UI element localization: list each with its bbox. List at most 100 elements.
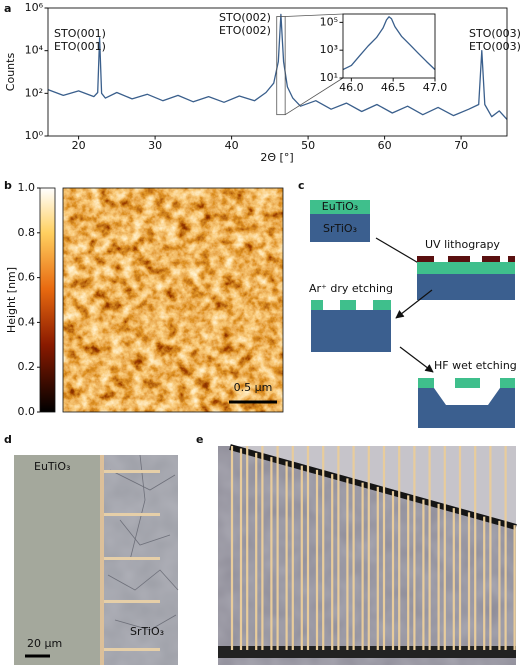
y-tick-label: 10² bbox=[25, 86, 43, 99]
electrode-finger bbox=[261, 446, 273, 650]
x-tick-label: 60 bbox=[378, 139, 392, 152]
zoom-box bbox=[276, 16, 286, 116]
zoom-connector bbox=[284, 77, 344, 116]
colorbar-tick-label: 0.2 bbox=[18, 360, 36, 373]
electrode-finger bbox=[428, 446, 440, 650]
scale-bar-label: 0.5 µm bbox=[234, 381, 273, 394]
photoresist bbox=[508, 256, 515, 262]
electrode-finger bbox=[458, 446, 471, 650]
panel-label: c bbox=[298, 179, 305, 192]
eto-pad bbox=[500, 378, 515, 388]
crystal-boundary bbox=[109, 469, 176, 491]
electrode-finger bbox=[104, 600, 160, 603]
electrode-finger bbox=[276, 446, 288, 650]
y-tick-label: 10¹ bbox=[320, 71, 338, 84]
process-arrow bbox=[399, 346, 434, 373]
x-tick-label: 30 bbox=[148, 139, 162, 152]
peak-annotation: ETO(001) bbox=[54, 40, 106, 53]
electrode-finger bbox=[322, 446, 334, 650]
electrode-bar bbox=[100, 455, 104, 665]
electrode-finger bbox=[352, 446, 364, 650]
crystal-boundary bbox=[114, 614, 177, 631]
photoresist bbox=[417, 256, 434, 262]
x-tick-label: 46.0 bbox=[339, 81, 364, 94]
electrode-finger bbox=[104, 470, 160, 473]
y-tick-label: 10⁰ bbox=[25, 129, 44, 142]
electrode-finger bbox=[413, 446, 425, 650]
colorbar-tick-label: 0.4 bbox=[18, 315, 36, 328]
data-line bbox=[342, 16, 436, 71]
photoresist bbox=[482, 256, 500, 262]
photoresist bbox=[448, 256, 470, 262]
etched-substrate bbox=[418, 388, 515, 428]
electrode-finger bbox=[291, 446, 303, 650]
electrode-finger bbox=[367, 446, 379, 650]
film-region bbox=[14, 455, 104, 665]
y-tick-label: 10⁵ bbox=[320, 15, 338, 28]
film-label: EuTiO₃ bbox=[34, 460, 70, 473]
plot-frame bbox=[47, 7, 508, 137]
colorbar bbox=[39, 187, 56, 413]
afm-frame bbox=[62, 187, 284, 413]
x-tick-label: 50 bbox=[301, 139, 315, 152]
data-line bbox=[47, 13, 508, 120]
colorbar-tick-label: 0.0 bbox=[18, 405, 36, 418]
electrode-finger bbox=[382, 446, 395, 650]
electrode-finger bbox=[306, 446, 319, 650]
afm-image bbox=[63, 188, 283, 412]
x-axis-label: 2Θ [°] bbox=[260, 151, 293, 164]
electrode-finger bbox=[104, 513, 160, 516]
peak-annotation: ETO(002) bbox=[219, 24, 271, 37]
electrode-finger bbox=[474, 446, 486, 650]
electrode-finger bbox=[398, 446, 410, 650]
eto-pad bbox=[373, 300, 391, 310]
peak-annotation: ETO(003) bbox=[469, 40, 520, 53]
plot-frame bbox=[342, 13, 436, 79]
layer-sto bbox=[310, 214, 370, 242]
layer-sto bbox=[417, 274, 515, 300]
peak-annotation: STO(003) bbox=[469, 27, 520, 40]
step-label: UV lithograpy bbox=[425, 238, 500, 251]
layer-label: SrTiO₃ bbox=[323, 222, 357, 235]
panel-label: a bbox=[4, 2, 11, 15]
layer-eto bbox=[310, 200, 370, 214]
peak-annotation: STO(001) bbox=[54, 27, 106, 40]
y-tick-label: 10³ bbox=[320, 43, 338, 56]
electrode-finger bbox=[504, 446, 516, 650]
layer-sto bbox=[311, 310, 391, 352]
y-tick-label: 10⁶ bbox=[25, 1, 44, 14]
panel-label: d bbox=[4, 433, 12, 446]
scale-bar-label: 20 µm bbox=[27, 637, 62, 650]
zoom-connector bbox=[285, 13, 344, 17]
x-tick-label: 47.0 bbox=[423, 81, 448, 94]
colorbar-tick-label: 0.6 bbox=[18, 271, 36, 284]
colorbar-tick-label: 1.0 bbox=[18, 181, 36, 194]
layer-label: EuTiO₃ bbox=[322, 200, 358, 213]
electrode-finger bbox=[489, 446, 501, 650]
eto-pad bbox=[455, 378, 480, 388]
substrate-label: SrTiO₃ bbox=[130, 625, 164, 638]
x-tick-label: 70 bbox=[454, 139, 468, 152]
inset-background bbox=[343, 14, 435, 78]
panel-label: b bbox=[4, 179, 12, 192]
x-tick-label: 20 bbox=[72, 139, 86, 152]
x-tick-label: 46.5 bbox=[381, 81, 406, 94]
electrode-finger bbox=[246, 446, 258, 650]
step-label: Ar⁺ dry etching bbox=[309, 282, 393, 295]
y-axis-label: Counts bbox=[4, 53, 17, 92]
step-label: HF wet etching bbox=[434, 359, 517, 372]
x-tick-label: 40 bbox=[225, 139, 239, 152]
electrode-finger bbox=[337, 446, 349, 650]
electrode-finger bbox=[104, 648, 160, 651]
eto-pad bbox=[311, 300, 323, 310]
crystal-boundary bbox=[119, 519, 171, 546]
colorbar-tick-label: 0.8 bbox=[18, 226, 36, 239]
layer-eto bbox=[417, 262, 515, 274]
crystal-boundary bbox=[107, 569, 179, 591]
eto-pad bbox=[340, 300, 356, 310]
eto-pad bbox=[418, 378, 434, 388]
electrode-finger bbox=[104, 557, 160, 560]
